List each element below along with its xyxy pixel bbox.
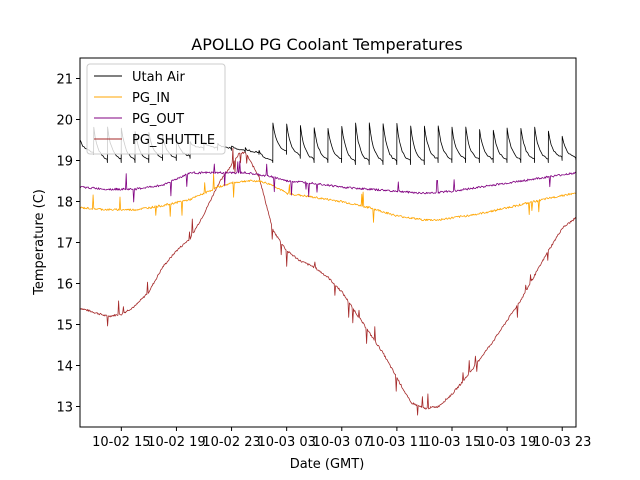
y-tick-label: 21 [56, 73, 73, 88]
y-tick-label: 17 [56, 237, 73, 252]
x-tick-label: 10-02 15 [92, 435, 150, 450]
x-axis-label: Date (GMT) [290, 457, 365, 472]
series-line-pg-shuttle [80, 147, 576, 416]
y-tick-label: 16 [56, 278, 73, 293]
legend-label: PG_SHUTTLE [132, 133, 215, 148]
x-tick-label: 10-03 07 [313, 435, 371, 450]
y-tick-label: 18 [56, 196, 73, 211]
legend-label: Utah Air [132, 70, 185, 85]
series-line-pg-in [80, 173, 576, 223]
x-tick-label: 10-02 19 [147, 435, 205, 450]
x-tick-label: 10-03 11 [368, 435, 426, 450]
y-tick-label: 15 [56, 319, 73, 334]
y-tick-label: 20 [56, 114, 73, 129]
legend-label: PG_OUT [132, 112, 184, 127]
legend: Utah Air PG_IN PG_OUT PG_SHUTTLE [86, 63, 226, 155]
chart-title: APOLLO PG Coolant Temperatures [191, 35, 462, 54]
x-tick-label: 10-02 23 [202, 435, 260, 450]
series-line-pg-out [80, 160, 576, 203]
y-tick-label: 13 [56, 401, 73, 416]
y-tick-label: 14 [56, 360, 73, 375]
x-tick-label: 10-03 03 [257, 435, 315, 450]
legend-box [86, 63, 226, 155]
x-tick-label: 10-03 15 [423, 435, 481, 450]
y-axis-label: Temperature (C) [32, 189, 47, 296]
legend-label: PG_IN [132, 91, 170, 106]
y-tick-label: 19 [56, 155, 73, 170]
y-axis: 13 14 15 16 17 18 19 20 21 [56, 73, 80, 416]
x-tick-label: 10-03 19 [478, 435, 536, 450]
x-tick-label: 10-03 23 [533, 435, 591, 450]
